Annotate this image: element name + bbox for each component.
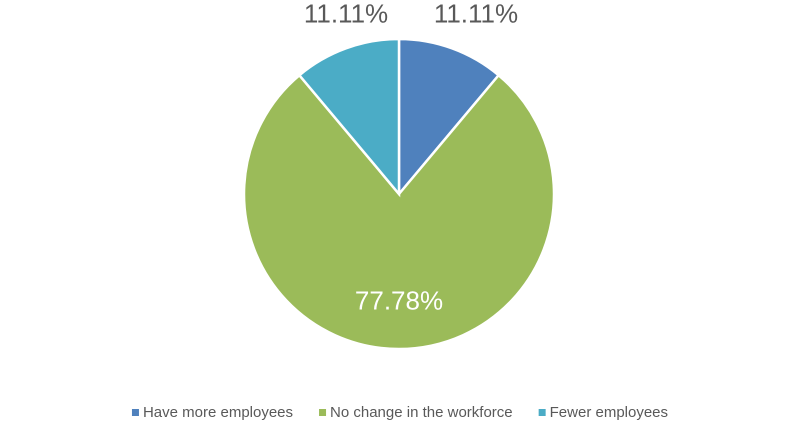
legend-label: Have more employees [143,404,293,421]
data-label: 11.11% [434,0,518,28]
pie-slice [297,37,401,198]
legend-label: Fewer employees [550,404,668,421]
pie-slice [397,37,501,198]
legend-marker [319,409,327,416]
pie-slice [242,73,556,351]
legend-marker [131,409,139,416]
data-label: 77.78% [355,285,443,315]
legend-label: No change in the workforce [330,404,513,421]
legend-marker [538,409,546,416]
data-label: 11.11% [304,0,388,28]
